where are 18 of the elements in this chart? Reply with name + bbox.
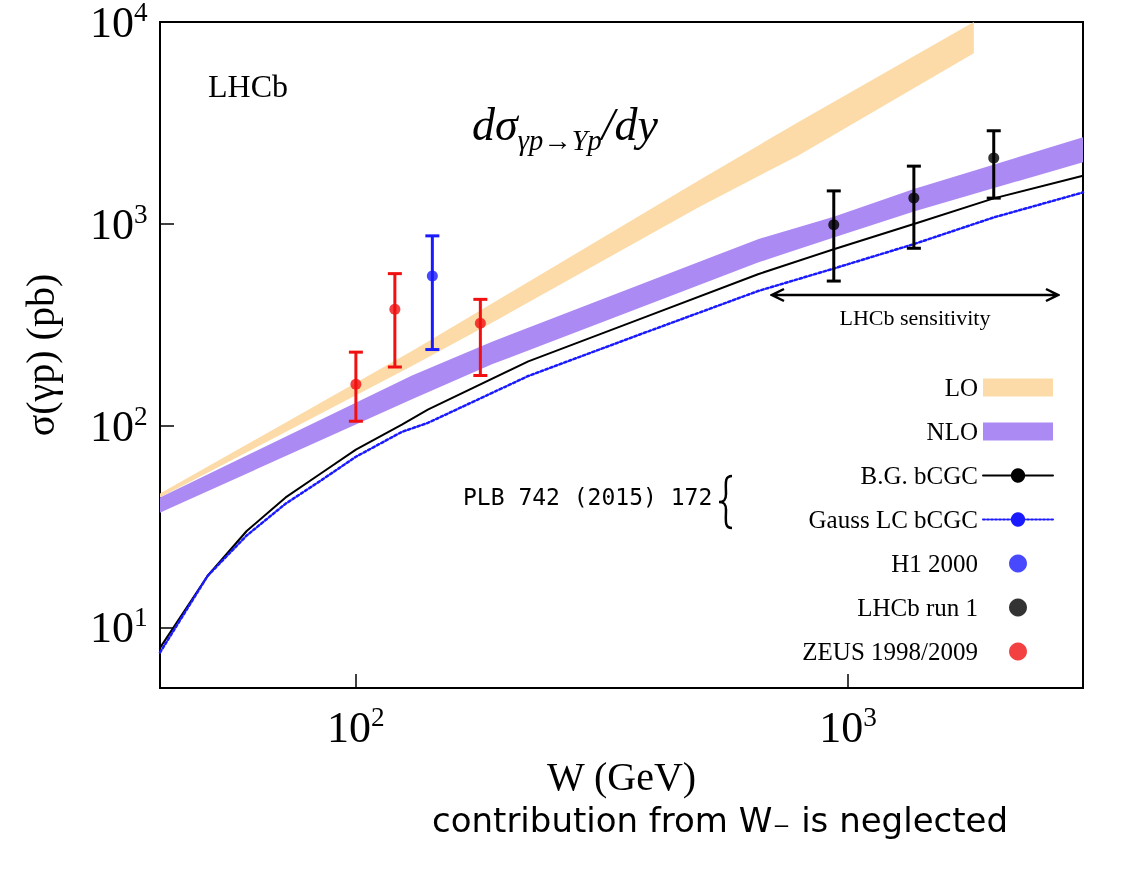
annotation: LHCb — [208, 68, 288, 105]
annotation: LHCb sensitivity — [839, 305, 991, 331]
annotation: dσ$_{γp→Υp}$/dy — [472, 98, 659, 158]
legend-label: NLO — [926, 418, 978, 445]
y-tick-label: 10$^{4}$ — [90, 0, 148, 47]
x-axis-title: W (GeV) — [546, 753, 697, 799]
legend-label: ZEUS 1998/2009 — [802, 638, 978, 665]
legend-label: LHCb run 1 — [857, 594, 978, 621]
text: contribution from W₋ is neglected — [432, 800, 1009, 840]
legend-label: H1 2000 — [891, 550, 978, 577]
annotation: PLB 742 (2015) 172 — [463, 484, 713, 510]
legend-label: Gauss LC bCGC — [808, 506, 978, 533]
y-axis-title: σ(γp) (pb) — [17, 273, 63, 437]
legend-label: B.G. bCGC — [860, 462, 978, 489]
y-tick-label: 10$^{3}$ — [90, 198, 148, 249]
legend-label: LO — [944, 374, 978, 401]
y-tick-label: 10$^{2}$ — [90, 400, 148, 451]
y-tick-label: 10$^{1}$ — [90, 602, 148, 652]
